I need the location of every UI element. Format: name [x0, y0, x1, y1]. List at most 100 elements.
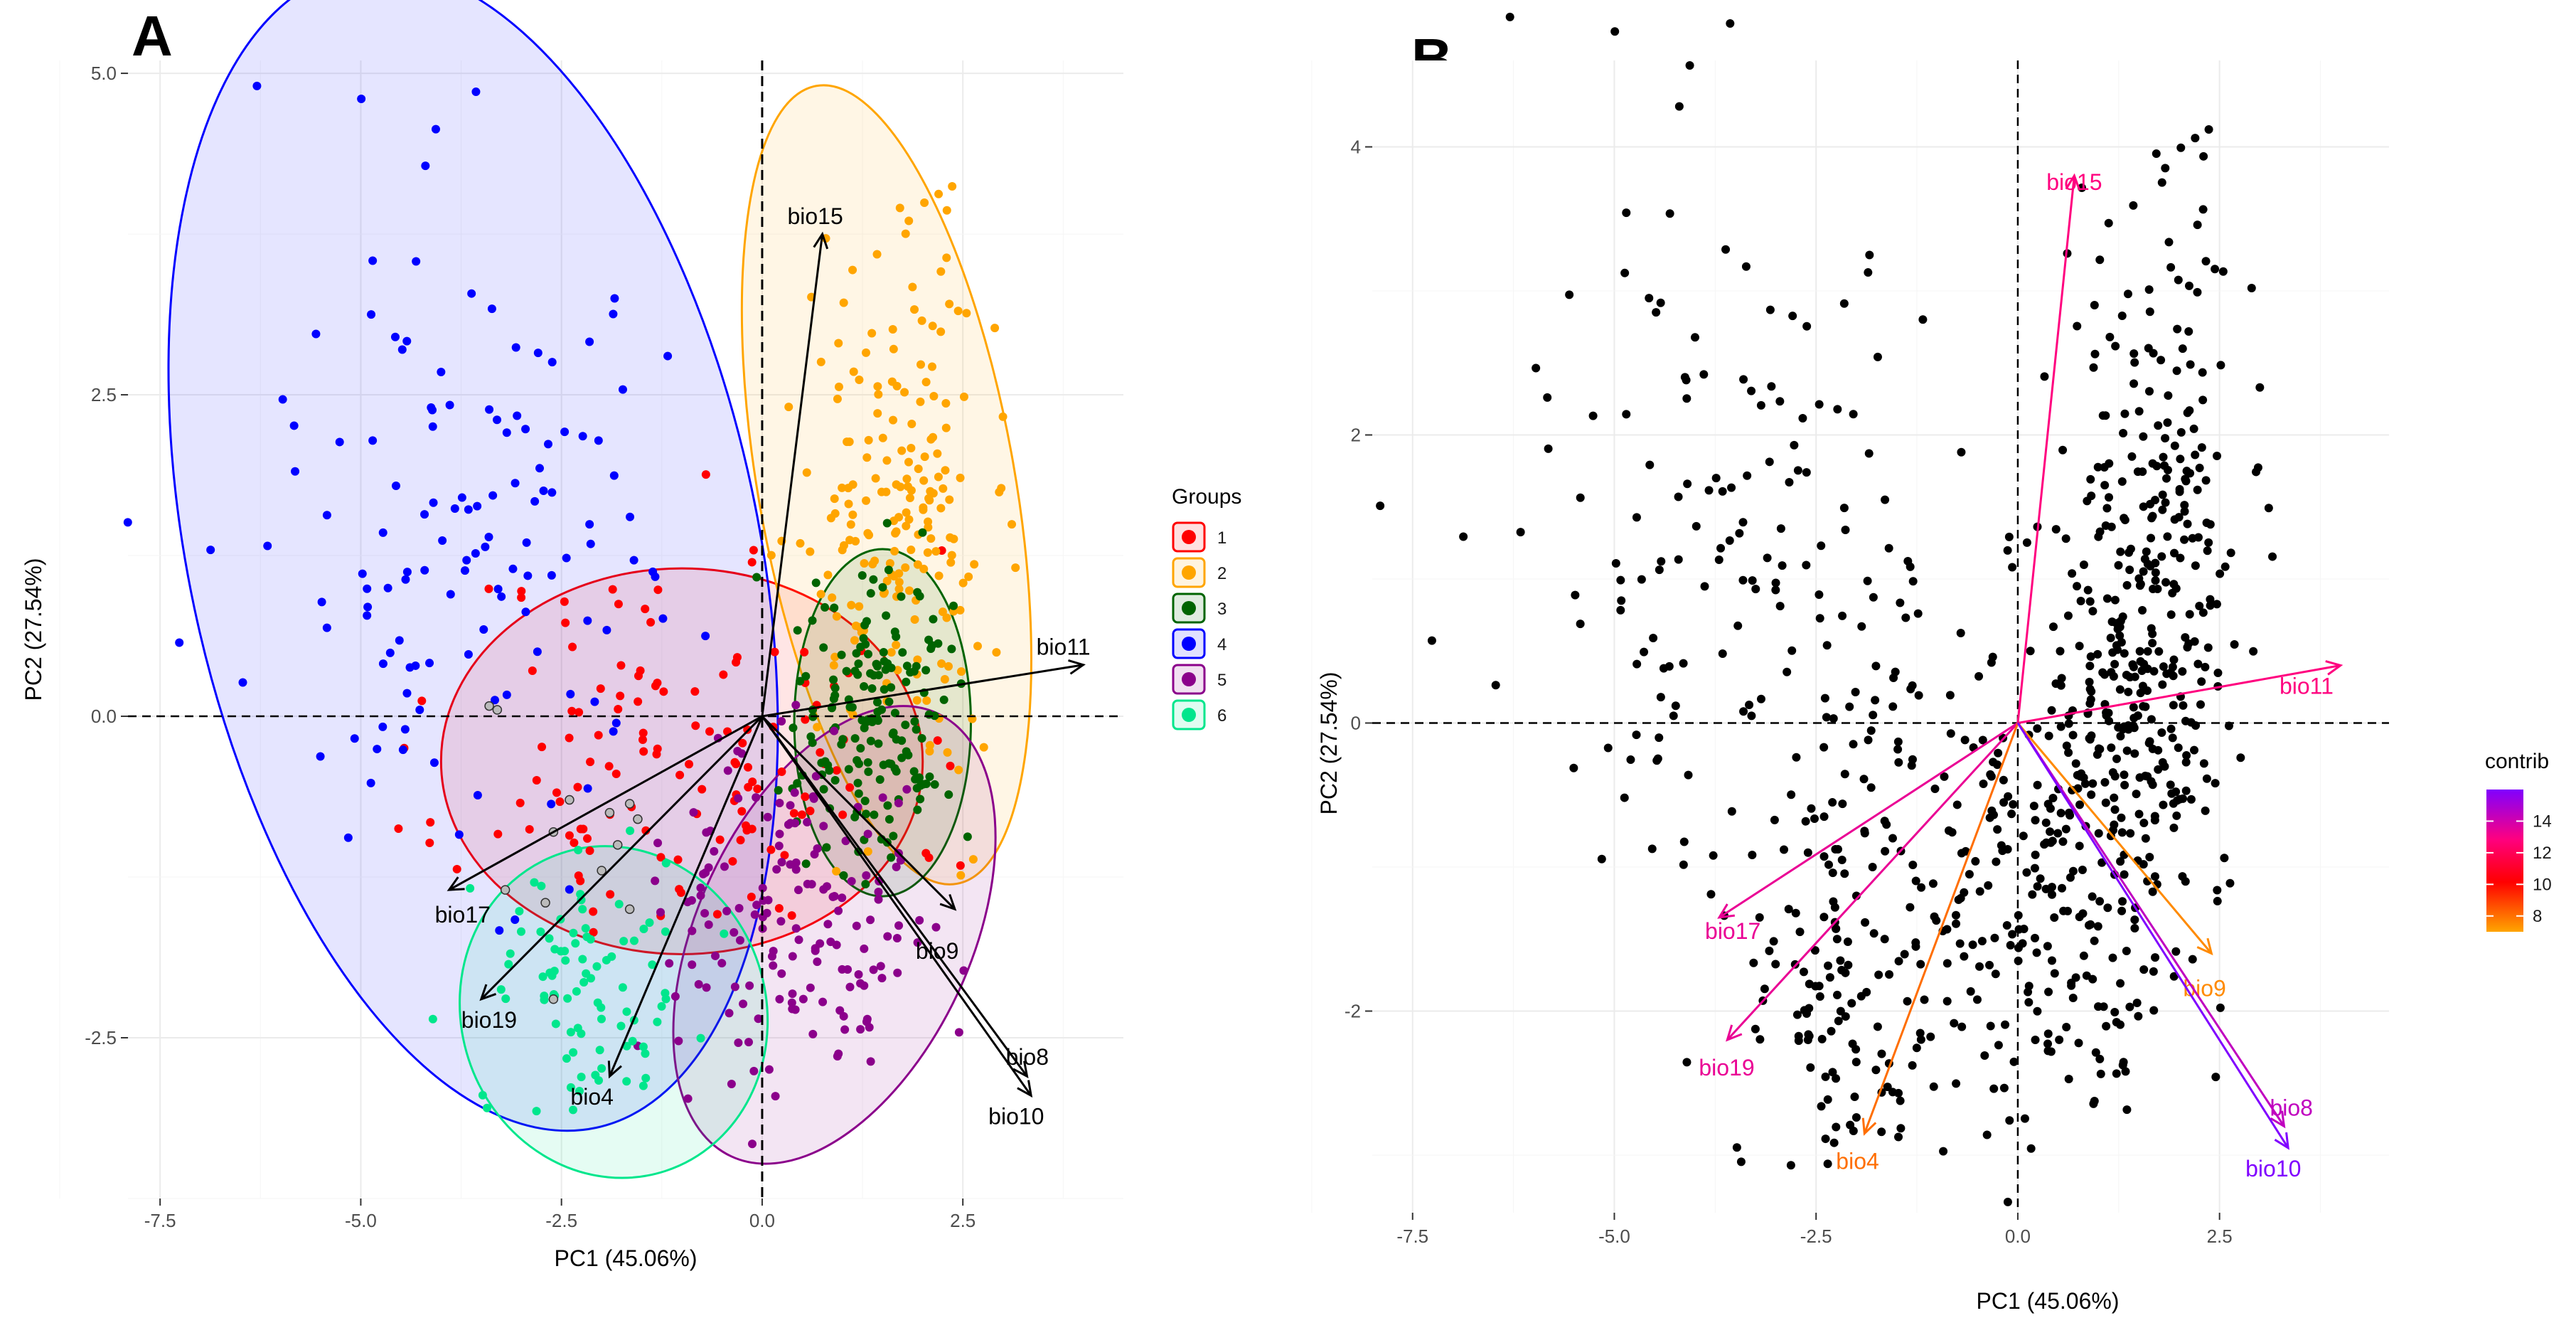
- data-point-group-6: [579, 978, 589, 987]
- data-point-group-6: [661, 859, 670, 868]
- data-point-group-5: [729, 928, 739, 937]
- data-point-group-3: [850, 666, 860, 676]
- data-point-group-6: [578, 955, 587, 964]
- data-point-group-1: [777, 767, 786, 776]
- data-point: [1791, 908, 1800, 918]
- data-point-group-3: [912, 725, 921, 734]
- data-point: [1739, 707, 1748, 716]
- data-point: [1869, 592, 1878, 602]
- data-point: [2174, 743, 2183, 753]
- data-point-group-1: [712, 910, 722, 919]
- data-point-group-5: [790, 788, 799, 797]
- data-point-group-2: [916, 360, 926, 369]
- data-point: [1785, 478, 1794, 487]
- data-point: [2122, 746, 2132, 755]
- data-point-group-2: [882, 487, 891, 496]
- data-point-group-6: [582, 969, 591, 978]
- data-point: [2169, 655, 2179, 664]
- data-point-group-5: [847, 876, 856, 886]
- data-point-group-4: [363, 584, 372, 593]
- data-point: [2236, 753, 2245, 762]
- data-point-group-2: [1008, 520, 1017, 529]
- data-point: [2145, 307, 2154, 317]
- data-point-group-5: [710, 846, 719, 856]
- data-point-group-5: [819, 822, 828, 831]
- data-point: [1576, 620, 1585, 629]
- data-point: [1459, 532, 1468, 541]
- data-point: [1844, 960, 1853, 969]
- data-point-group-3: [867, 718, 877, 727]
- data-point: [1674, 555, 1683, 564]
- data-point: [1767, 382, 1776, 391]
- data-point: [2201, 257, 2211, 266]
- data-point-group-6: [545, 934, 554, 943]
- data-point: [2100, 463, 2109, 472]
- data-point: [2199, 152, 2208, 161]
- data-point-group-5: [764, 896, 773, 905]
- data-point-group-2: [920, 452, 929, 462]
- data-point-group-4: [523, 571, 533, 580]
- x-tick-label: -5.0: [1598, 1226, 1630, 1247]
- data-point: [2198, 395, 2208, 405]
- data-point: [1946, 729, 1955, 738]
- loading-arrow-bio17-head: [447, 876, 465, 891]
- data-point: [2174, 513, 2184, 522]
- data-point: [1802, 321, 1812, 331]
- data-point: [1565, 290, 1574, 299]
- data-point: [2073, 582, 2082, 591]
- data-point: [2073, 321, 2082, 331]
- data-point: [2126, 829, 2135, 838]
- data-point: [2129, 379, 2139, 388]
- data-point-group-2: [897, 446, 907, 455]
- data-point-group-1: [606, 890, 615, 899]
- data-point-group-4: [450, 504, 459, 514]
- data-point-group-1: [586, 758, 595, 767]
- x-tick-label: 2.5: [2207, 1226, 2233, 1247]
- data-point-group-6: [574, 846, 583, 855]
- data-point: [1893, 737, 1903, 746]
- data-point: [1802, 468, 1811, 477]
- data-point-group-5: [786, 801, 795, 810]
- data-point: [2130, 924, 2139, 933]
- data-point-group-5: [877, 974, 887, 983]
- contrib-colorbar: [2486, 790, 2523, 932]
- data-point: [2074, 1038, 2083, 1048]
- data-point-group-5: [894, 798, 903, 807]
- data-point-group-4: [391, 482, 400, 491]
- data-point: [2206, 595, 2215, 604]
- data-point-group-2: [929, 392, 939, 401]
- data-point: [2169, 799, 2178, 808]
- data-point-group-3: [913, 805, 922, 814]
- data-point-group-5: [688, 960, 697, 969]
- data-point: [2193, 287, 2202, 297]
- data-point-group-6: [597, 1064, 606, 1073]
- data-point-group-5: [696, 883, 705, 893]
- data-point: [2120, 409, 2129, 418]
- data-point-group-4: [367, 310, 376, 319]
- panel-a-ticks: -7.5 -5.0 -2.5 0.0 2.5-2.50.02.55.0: [85, 63, 976, 1231]
- data-point: [2147, 715, 2156, 724]
- data-point-group-4: [335, 437, 344, 447]
- data-point: [2077, 769, 2086, 778]
- loading-arrow-bio11: [2017, 664, 2341, 724]
- data-point: [1823, 1159, 1832, 1169]
- data-point: [2122, 1105, 2132, 1115]
- data-point-group-2: [904, 515, 914, 524]
- data-point: [1989, 1084, 1999, 1093]
- data-point-group-2: [948, 181, 957, 191]
- data-point-group-2: [910, 615, 919, 624]
- data-point: [2029, 802, 2038, 811]
- data-point-group-1: [732, 658, 741, 667]
- data-point-group-4: [289, 421, 299, 430]
- data-point-group-5: [730, 982, 739, 992]
- data-point-group-2: [919, 476, 929, 485]
- arrow-label-bio11: bio11: [2280, 674, 2334, 699]
- data-point-group-2: [894, 578, 904, 587]
- data-point-group-4: [701, 632, 710, 641]
- data-point-group-5: [711, 951, 720, 960]
- data-point: [1975, 962, 1984, 971]
- data-point: [2009, 799, 2018, 809]
- data-point-group-2: [931, 547, 941, 556]
- data-point: [1765, 946, 1774, 955]
